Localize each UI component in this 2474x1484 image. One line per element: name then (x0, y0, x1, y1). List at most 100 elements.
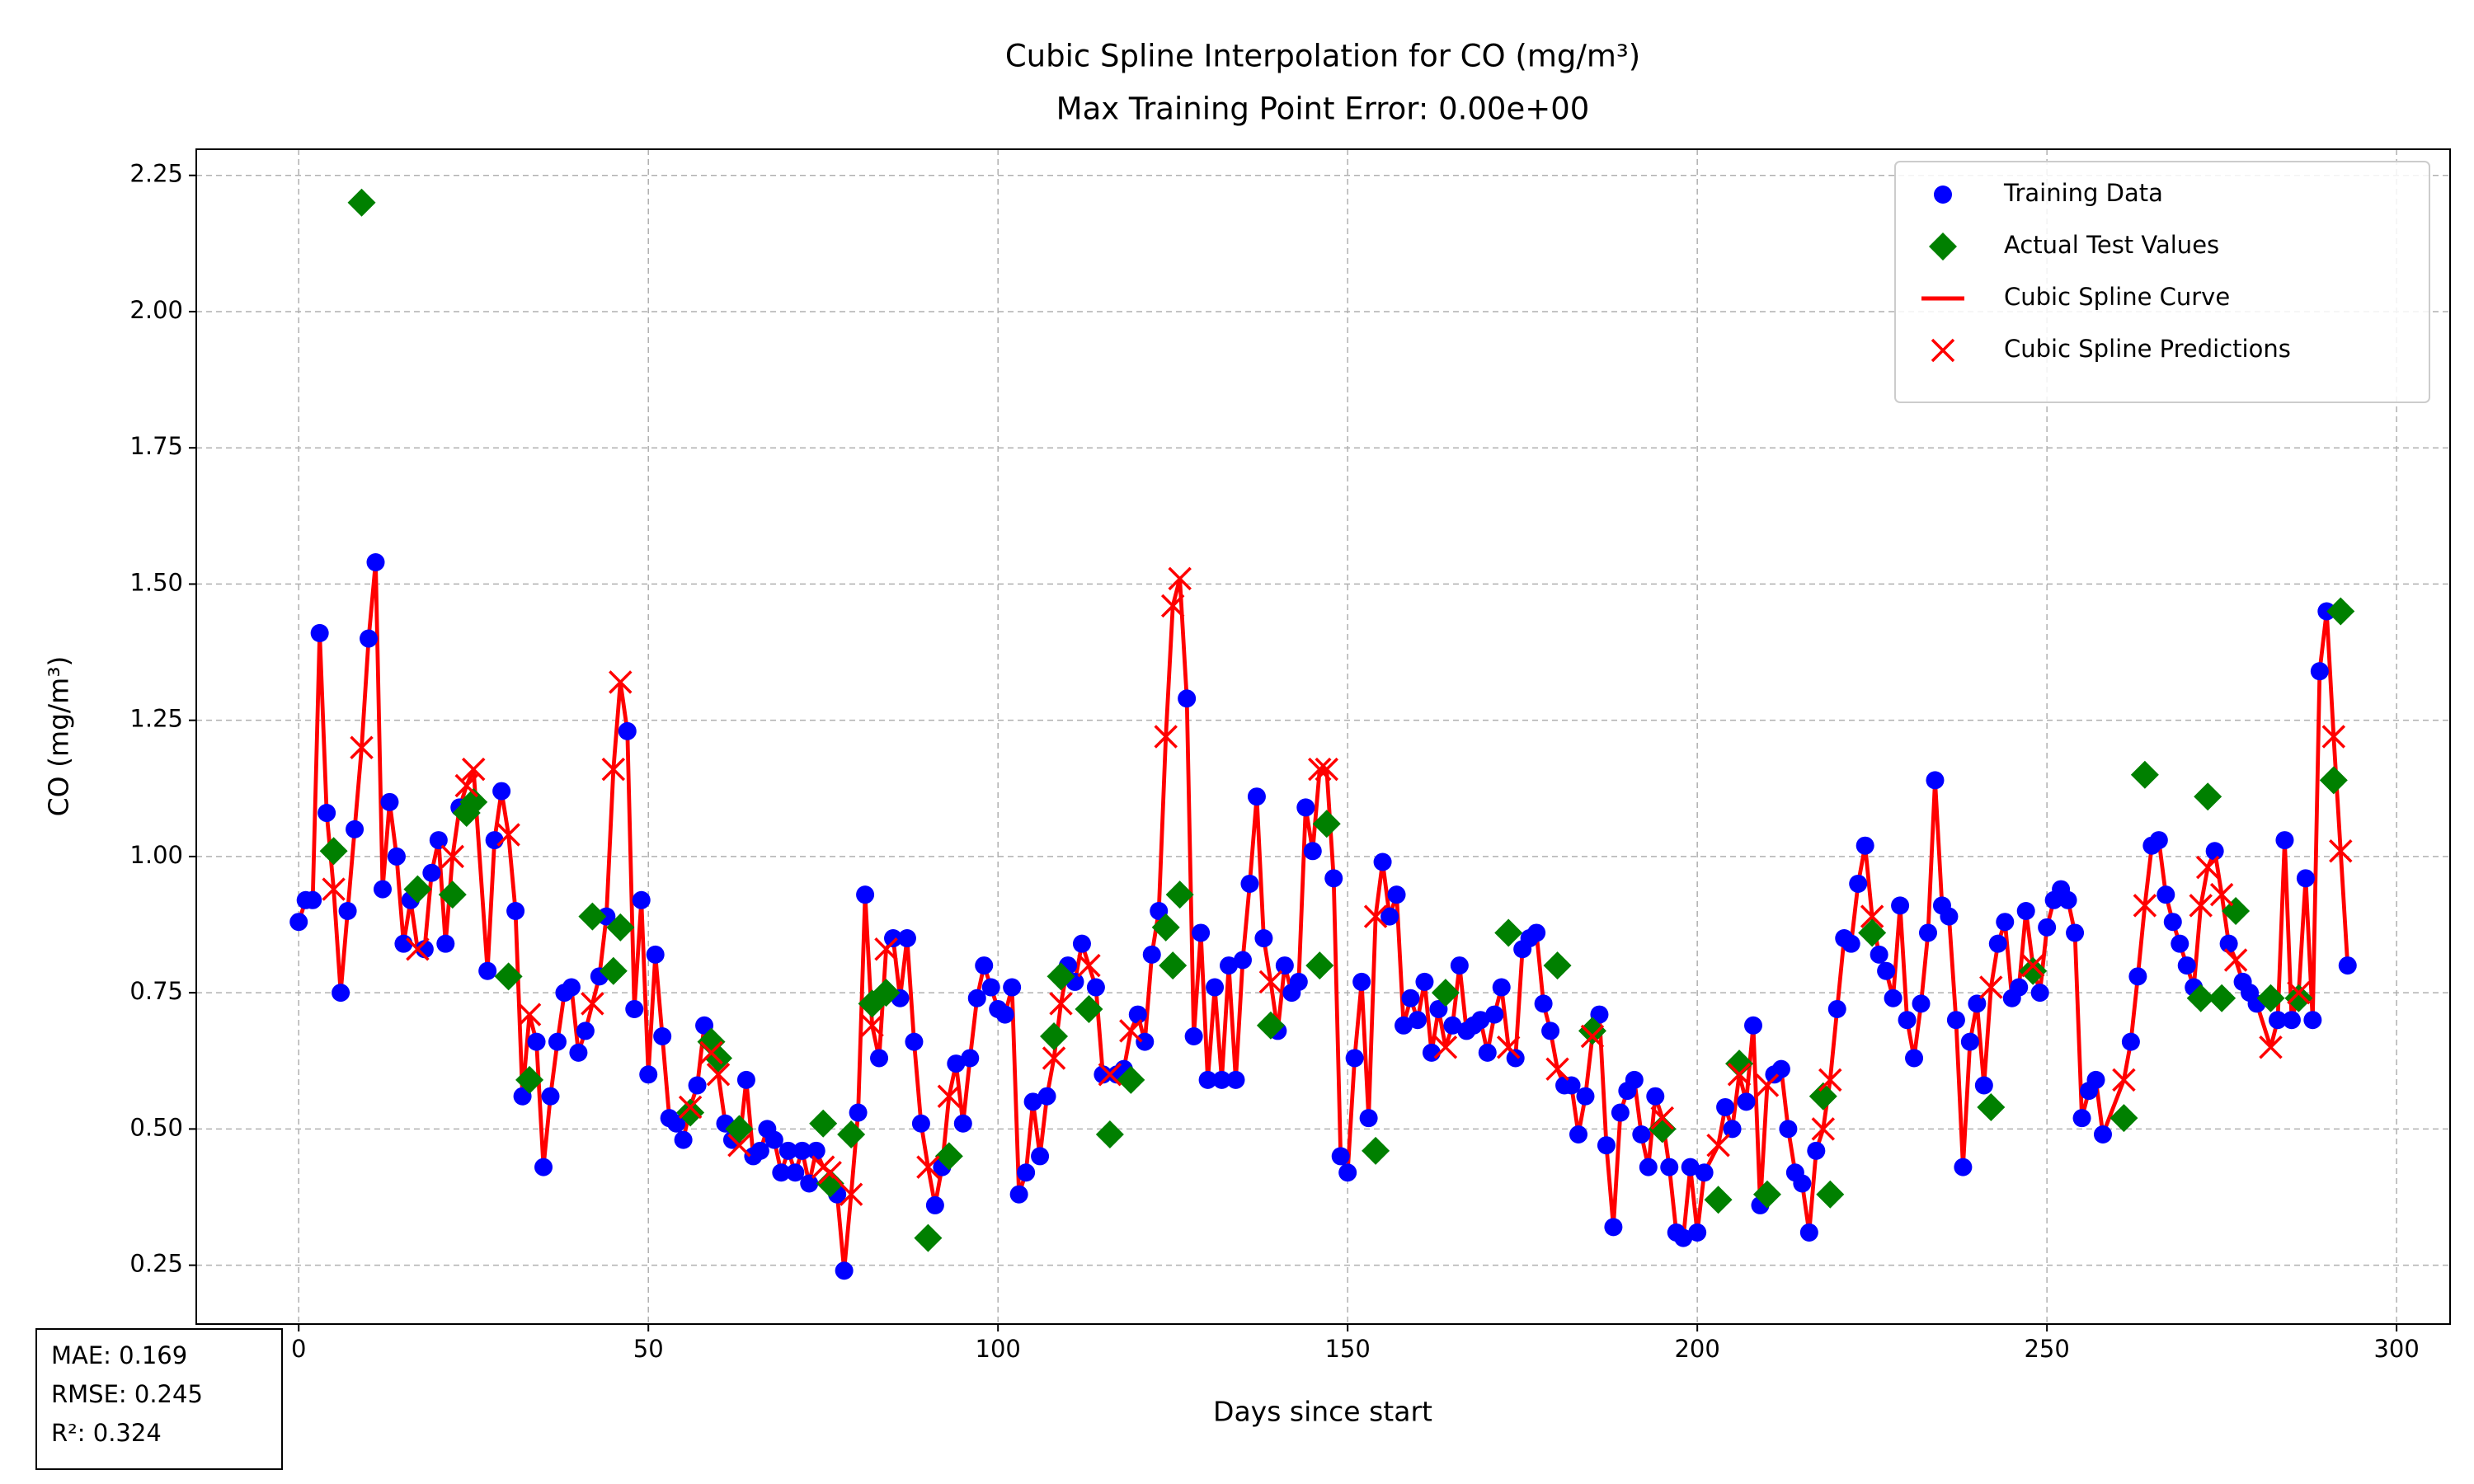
training-point (1303, 842, 1322, 861)
training-point (911, 1114, 930, 1133)
test-point (2208, 984, 2236, 1012)
prediction-point (581, 992, 604, 1016)
training-point (618, 721, 637, 740)
test-point (914, 1223, 943, 1252)
training-point (1940, 907, 1959, 926)
prediction-point (839, 1182, 863, 1206)
prediction-point (1160, 594, 1185, 618)
training-point (1352, 972, 1371, 991)
training-point (1289, 972, 1308, 991)
x-tick-label: 100 (976, 1335, 1021, 1363)
prediction-point (1049, 992, 1073, 1016)
training-point (1674, 1228, 1693, 1247)
training-point (1003, 978, 1022, 997)
prediction-point (2321, 725, 2346, 749)
training-point (2296, 869, 2315, 888)
test-point (1040, 1022, 1069, 1051)
x-tick-label: 250 (2024, 1335, 2069, 1363)
training-point (1716, 1097, 1735, 1116)
training-point (2275, 831, 2294, 850)
training-point (1233, 951, 1252, 970)
training-point (1926, 771, 1945, 790)
test-point (2319, 766, 2348, 795)
x-tick-label: 0 (291, 1335, 306, 1363)
test-point (2326, 597, 2355, 626)
training-point (1856, 836, 1874, 855)
training-point (1771, 1059, 1790, 1078)
x-tick-label: 150 (1324, 1335, 1370, 1363)
training-point (513, 1087, 532, 1106)
training-point (2016, 902, 2035, 921)
test-point (578, 902, 607, 931)
training-point (1178, 689, 1197, 708)
training-point (541, 1087, 560, 1106)
prediction-point (1119, 1019, 1143, 1043)
training-point (1562, 1076, 1581, 1095)
training-point (1150, 902, 1169, 921)
prediction-point (2195, 855, 2220, 880)
training-point (415, 940, 434, 959)
legend-label: Cubic Spline Curve (2004, 283, 2230, 311)
prediction-point (706, 1063, 731, 1087)
test-point (1047, 962, 1075, 991)
training-point (967, 989, 986, 1007)
training-point (1827, 999, 1846, 1018)
training-point (1450, 956, 1469, 975)
training-point (870, 1049, 889, 1068)
y-axis-label: CO (mg/m³) (43, 656, 75, 817)
training-point (332, 984, 350, 1003)
test-point (438, 881, 467, 909)
test-point (1704, 1186, 1733, 1214)
test-point (816, 1169, 844, 1198)
test-point (1725, 1050, 1754, 1078)
training-point (1373, 852, 1392, 871)
prediction-point (2112, 1068, 2136, 1092)
training-point (1037, 1087, 1056, 1106)
training-point (2121, 1032, 2140, 1051)
training-point (1737, 1092, 1756, 1111)
prediction-point (1077, 953, 1101, 978)
training-point (1387, 885, 1406, 904)
training-point (1429, 999, 1448, 1018)
training-point (1338, 1163, 1357, 1182)
training-point (1898, 1011, 1917, 1030)
prediction-point (1042, 1046, 1066, 1070)
test-point (2194, 782, 2222, 811)
training-point (1023, 1092, 1042, 1111)
test-point (1494, 918, 1523, 947)
training-point (1576, 1087, 1595, 1106)
training-point (1198, 1070, 1217, 1089)
training-point (1918, 923, 1937, 942)
training-point (1779, 1120, 1798, 1139)
test-point (606, 913, 635, 942)
test-point (1312, 810, 1341, 838)
training-point (506, 902, 525, 921)
grid (196, 149, 2450, 1324)
prediction-point (2209, 882, 2234, 907)
prediction-point (727, 1133, 751, 1158)
y-tick-label: 2.25 (129, 160, 183, 188)
prediction-point (2020, 953, 2045, 978)
training-point (674, 1130, 693, 1149)
training-point (1891, 896, 1910, 915)
training-point (800, 1174, 819, 1193)
training-point (1072, 934, 1091, 953)
prediction-point (1979, 975, 2003, 999)
x-tick-label: 50 (633, 1335, 664, 1363)
training-point (856, 885, 875, 904)
training-point (2030, 984, 2049, 1003)
training-point (897, 929, 916, 948)
prediction-point (1727, 1063, 1752, 1087)
prediction-point (2133, 894, 2157, 918)
prediction-point (1433, 1036, 1458, 1059)
test-point (725, 1115, 754, 1144)
y-tick-label: 0.75 (129, 977, 183, 1005)
training-point (695, 1016, 714, 1035)
test-point (2019, 956, 2048, 985)
training-point (1870, 945, 1888, 964)
training-point (632, 890, 651, 909)
x-axis-label: Days since start (1213, 1396, 1432, 1428)
training-point (2310, 662, 2329, 681)
test-point (1752, 1180, 1781, 1209)
test-point (1816, 1180, 1845, 1209)
